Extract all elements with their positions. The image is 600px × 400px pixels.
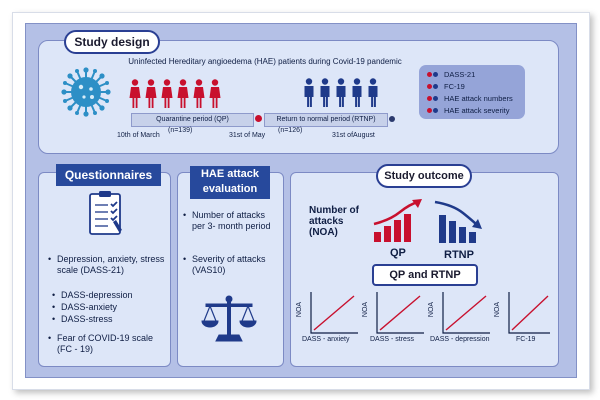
timeline-red-dot bbox=[255, 115, 262, 122]
legend-item: HAE attack severity bbox=[444, 106, 510, 115]
qp-rtnp-compare-label: QP and RTNP bbox=[372, 264, 478, 286]
hae-eval-item-severity: Severity of attacks (VAS10) bbox=[192, 254, 266, 275]
legend-marker-blue bbox=[433, 72, 438, 77]
scale-balance-icon bbox=[201, 295, 257, 342]
measures-legend: DASS-21 FC-19 HAE attack numbers HAE att… bbox=[419, 65, 525, 119]
correlation-plot-depression: NOA DASS - depression bbox=[428, 292, 498, 343]
date-mid: 31st of May bbox=[229, 132, 266, 139]
legend-marker-red bbox=[427, 96, 432, 101]
correlation-axes bbox=[508, 292, 550, 334]
bullet: • bbox=[48, 254, 52, 264]
legend-marker-blue bbox=[433, 96, 438, 101]
qp-count: (n=139) bbox=[168, 127, 193, 134]
correlation-axes bbox=[310, 292, 358, 334]
correlation-y-label: NOA bbox=[428, 301, 436, 318]
questionnaire-sub-depression: DASS-depression bbox=[61, 290, 133, 300]
bullet: • bbox=[48, 333, 52, 343]
hae-evaluation-title-line2: evaluation bbox=[202, 183, 258, 195]
correlation-y-label: NOA bbox=[296, 301, 304, 318]
correlation-x-label: DASS - anxiety bbox=[302, 336, 350, 343]
bullet: • bbox=[52, 302, 56, 312]
study-outcome-title: Study outcome bbox=[376, 164, 472, 188]
study-design-subtitle: Uninfected Hereditary angioedema (HAE) p… bbox=[128, 57, 402, 66]
correlation-plot-fc19: NOA FC-19 bbox=[494, 292, 554, 343]
legend-item: FC-19 bbox=[444, 82, 465, 91]
bullet: • bbox=[183, 210, 187, 220]
rtnp-period-bar: Return to normal period (RTNP) bbox=[264, 113, 388, 127]
hae-evaluation-title-line1: HAE attack bbox=[200, 168, 260, 180]
hae-eval-item-number: Number of attacks per 3- month period bbox=[192, 210, 271, 231]
questionnaires-panel bbox=[38, 172, 171, 367]
rtnp-decrease-chart-icon bbox=[434, 200, 482, 243]
legend-marker-red bbox=[427, 108, 432, 113]
rtnp-count: (n=126) bbox=[278, 127, 303, 134]
legend-item: HAE attack numbers bbox=[444, 94, 513, 103]
hae-evaluation-header: HAE attack evaluation bbox=[190, 166, 270, 199]
legend-marker-blue bbox=[433, 84, 438, 89]
questionnaire-item-fc19: Fear of COVID-19 scale (FC - 19) bbox=[57, 333, 154, 354]
virus-icon bbox=[61, 67, 111, 117]
legend-marker-blue bbox=[433, 108, 438, 113]
date-end: 31st ofAugust bbox=[332, 132, 375, 139]
clipboard-checklist-icon bbox=[89, 191, 122, 235]
correlation-x-label: DASS - depression bbox=[430, 336, 490, 343]
questionnaire-item-dass21: Depression, anxiety, stress scale (DASS-… bbox=[57, 254, 165, 275]
qp-patients-icon bbox=[129, 79, 221, 108]
rtnp-patients-icon bbox=[304, 78, 378, 107]
timeline-end-dot bbox=[389, 116, 395, 122]
correlation-x-label: FC-19 bbox=[516, 336, 536, 343]
noa-label: Number of attacks (NOA) bbox=[309, 205, 359, 238]
correlation-x-label: DASS - stress bbox=[370, 336, 414, 343]
qp-period-bar: Quarantine period (QP) bbox=[131, 113, 254, 127]
qp-label: QP bbox=[390, 247, 406, 259]
questionnaire-sub-anxiety: DASS-anxiety bbox=[61, 302, 118, 312]
bullet: • bbox=[52, 290, 56, 300]
correlation-y-label: NOA bbox=[494, 301, 502, 318]
qp-increase-chart-icon bbox=[373, 199, 422, 242]
correlation-axes bbox=[442, 292, 490, 334]
correlation-plot-anxiety: NOA DASS - anxiety bbox=[296, 292, 360, 343]
correlation-axes bbox=[376, 292, 424, 334]
bullet: • bbox=[52, 314, 56, 324]
study-design-title: Study design bbox=[64, 30, 160, 54]
questionnaires-header: Questionnaires bbox=[56, 164, 161, 186]
correlation-plot-stress: NOA DASS - stress bbox=[362, 292, 426, 343]
rtnp-label: RTNP bbox=[444, 249, 474, 261]
legend-item: DASS-21 bbox=[444, 70, 476, 79]
legend-marker-red bbox=[427, 72, 432, 77]
legend-marker-red bbox=[427, 84, 432, 89]
bullet: • bbox=[183, 254, 187, 264]
correlation-y-label: NOA bbox=[362, 301, 370, 318]
date-start: 10th of March bbox=[117, 132, 160, 139]
questionnaire-sub-stress: DASS-stress bbox=[61, 314, 113, 324]
